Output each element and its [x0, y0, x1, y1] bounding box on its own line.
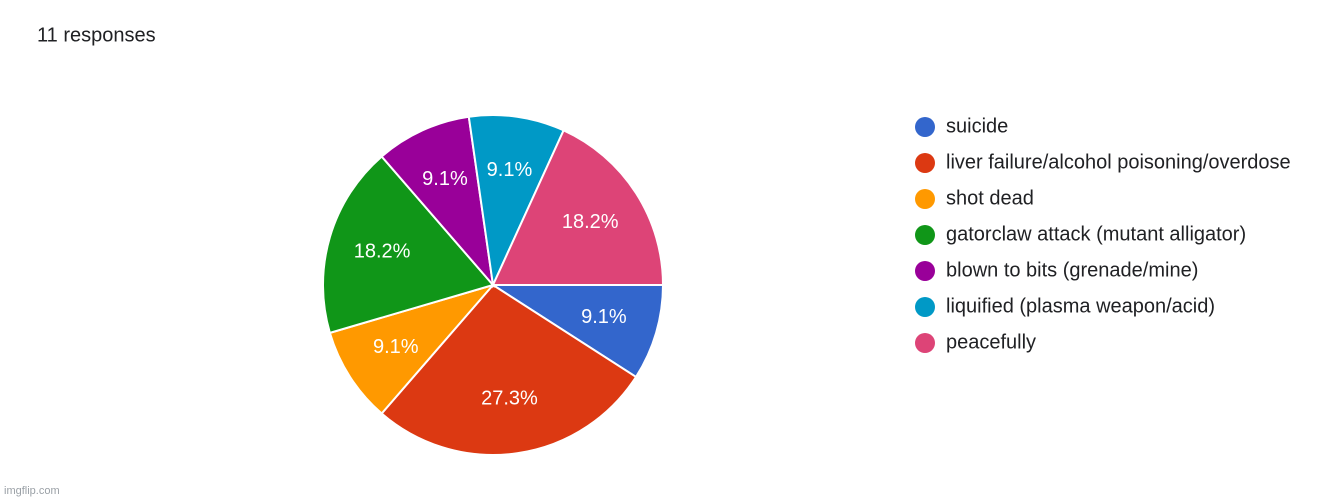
slice-label: 9.1% — [581, 306, 627, 328]
legend-label: liquified (plasma weapon/acid) — [946, 295, 1215, 317]
legend-marker — [915, 189, 935, 209]
pie-slice — [489, 284, 665, 379]
legend-marker — [915, 153, 935, 173]
legend-label: blown to bits (grenade/mine) — [946, 259, 1198, 281]
slice-label: 9.1% — [373, 336, 419, 358]
pie-slice — [380, 283, 638, 456]
legend-label: suicide — [946, 115, 1008, 137]
pie-slice — [328, 283, 496, 415]
slice-label: 9.1% — [487, 159, 533, 181]
pie-slice — [467, 114, 565, 289]
legend-marker — [915, 297, 935, 317]
legend-label: shot dead — [946, 187, 1034, 209]
chart-title: 11 responses — [37, 24, 156, 46]
slice-label: 27.3% — [481, 388, 538, 410]
slice-label: 18.2% — [562, 211, 619, 233]
pie-slice — [322, 155, 495, 335]
slice-label: 18.2% — [354, 241, 411, 263]
legend-label: liver failure/alcohol poisoning/overdose — [946, 151, 1291, 173]
legend-marker — [915, 261, 935, 281]
pie-slice — [380, 115, 495, 289]
legend-label: peacefully — [946, 331, 1036, 353]
watermark: imgflip.com — [4, 485, 60, 497]
legend-marker — [915, 333, 935, 353]
pie-slice — [491, 129, 665, 286]
legend-marker — [915, 225, 935, 245]
slice-label: 9.1% — [422, 168, 468, 190]
legend-marker — [915, 117, 935, 137]
legend-label: gatorclaw attack (mutant alligator) — [946, 223, 1246, 245]
